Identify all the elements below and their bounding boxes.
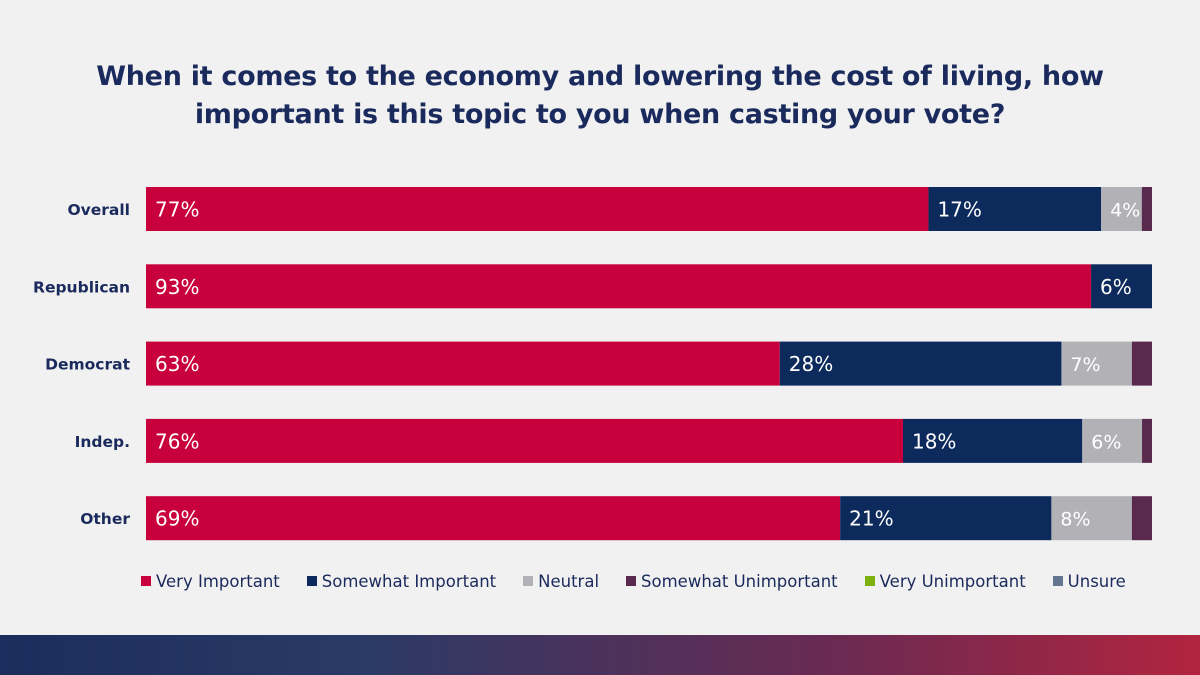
bar-segment-overall-somewhat-important (928, 187, 1102, 231)
bar-segment-overall-somewhat-unimportant (1141, 187, 1152, 231)
data-label-democrat-very-important: 63% (155, 352, 199, 376)
bar-segment-overall-very-important (146, 187, 929, 231)
legend-swatch-very-important (141, 576, 151, 586)
data-label-other-neutral: 8% (1060, 509, 1090, 531)
footer-gradient-band (0, 635, 1200, 675)
legend-item-unsure: Unsure (1052, 571, 1126, 591)
category-label-other: Other (80, 510, 130, 528)
category-label-overall: Overall (67, 201, 130, 219)
data-label-other-very-important: 69% (155, 507, 199, 531)
bar-segment-indep-somewhat-important (902, 418, 1083, 463)
category-label-democrat: Democrat (45, 356, 130, 374)
data-label-indep-very-important: 76% (155, 429, 199, 453)
chart-title-line-2: important is this topic to you when cast… (194, 99, 1006, 130)
legend-item-very-important: Very Important (141, 572, 280, 591)
category-label-republican: Republican (33, 278, 130, 296)
legend-item-somewhat-important: Somewhat Important (306, 571, 497, 591)
legend-label-very-unimportant: Very Unimportant (879, 571, 1026, 591)
bar-segment-other-somewhat-unimportant (1131, 496, 1152, 541)
legend-swatch-somewhat-important (306, 576, 317, 586)
category-label-indep: Indep. (75, 433, 130, 451)
legend-label-somewhat-unimportant: Somewhat Unimportant (641, 571, 838, 591)
bar-segment-overall-neutral (1101, 187, 1142, 231)
legend-swatch-somewhat-unimportant (626, 576, 637, 586)
stacked-bar-chart: Overall 77% 17% 4% Republican 93% 6% Democrat 63… (33, 187, 1152, 541)
legend-swatch-unsure (1052, 576, 1063, 586)
data-label-overall-very-important: 77% (155, 198, 199, 222)
legend-label-very-important: Very Important (156, 571, 280, 591)
bar-segment-other-neutral (1051, 496, 1132, 541)
legend-label-somewhat-important: Somewhat Important (321, 571, 497, 591)
legend-item-very-unimportant: Very Unimportant (864, 571, 1026, 591)
bar-segment-democrat-somewhat-important (779, 341, 1062, 386)
data-label-republican-somewhat-important: 6% (1100, 275, 1132, 299)
data-label-other-somewhat-important: 21% (849, 507, 893, 531)
chart-title-line-1: When it comes to the economy and lowerin… (96, 61, 1104, 92)
legend-label-unsure: Unsure (1067, 571, 1126, 591)
bar-segment-democrat-very-important (146, 341, 780, 386)
bar-segment-republican-somewhat-important (1091, 264, 1152, 309)
legend-label-neutral: Neutral (538, 571, 600, 591)
bar-segment-other-somewhat-important (840, 496, 1052, 541)
bar-segment-indep-very-important (146, 418, 903, 463)
legend-swatch-neutral (523, 576, 534, 586)
legend-swatch-very-unimportant (864, 576, 875, 586)
bar-segment-other-very-important (146, 496, 841, 541)
legend-item-somewhat-unimportant: Somewhat Unimportant (626, 572, 838, 591)
data-label-overall-somewhat-important: 17% (937, 198, 981, 222)
data-label-indep-somewhat-important: 18% (912, 429, 956, 453)
bar-segment-democrat-neutral (1061, 341, 1132, 386)
data-label-indep-neutral: 6% (1091, 431, 1121, 453)
bar-segment-indep-neutral (1082, 418, 1143, 463)
legend-item-neutral: Neutral (523, 572, 599, 591)
data-label-overall-neutral: 4% (1110, 200, 1140, 222)
bar-segment-republican-very-important (146, 264, 1092, 309)
chart-title: When it comes to the economy and lowerin… (0, 58, 1200, 134)
data-label-republican-very-important: 93% (155, 275, 199, 299)
data-label-democrat-neutral: 7% (1070, 354, 1100, 376)
data-label-democrat-somewhat-important: 28% (789, 352, 833, 376)
bar-segment-democrat-somewhat-unimportant (1131, 341, 1152, 386)
chart-legend: Very Important Somewhat Important Neutral S… (141, 569, 1153, 593)
bar-segment-indep-somewhat-unimportant (1142, 418, 1152, 463)
